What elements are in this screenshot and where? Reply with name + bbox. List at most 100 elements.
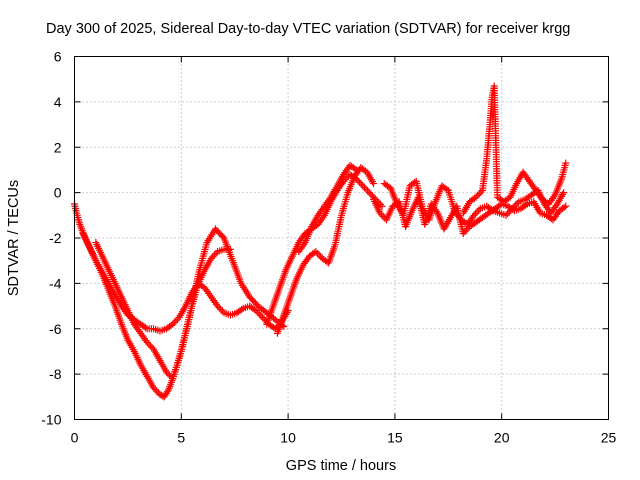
data-point <box>163 388 171 396</box>
data-point <box>352 166 360 174</box>
data-point <box>562 159 570 167</box>
data-point <box>360 184 368 192</box>
x-tick-label: 0 <box>71 430 79 446</box>
data-point <box>312 248 320 256</box>
y-tick-label: 0 <box>54 185 62 201</box>
data-point <box>143 338 151 346</box>
data-point <box>218 307 226 315</box>
data-point <box>255 310 263 318</box>
data-point <box>260 315 268 323</box>
data-point <box>472 193 480 201</box>
data-point <box>488 206 496 214</box>
data-point <box>504 210 512 218</box>
data-point <box>254 308 262 316</box>
data-point <box>473 208 481 216</box>
x-tick-label: 20 <box>494 430 510 446</box>
data-point <box>219 232 227 240</box>
data-point <box>475 206 483 214</box>
data-point <box>507 206 515 214</box>
data-point <box>169 320 177 328</box>
y-tick-label: -10 <box>41 412 61 428</box>
data-point <box>148 343 156 351</box>
data-point <box>459 229 467 237</box>
y-tick-label: -2 <box>49 230 62 246</box>
data-point <box>142 324 150 332</box>
data-point <box>356 178 364 186</box>
data-point <box>170 319 178 327</box>
x-tick-label: 10 <box>280 430 296 446</box>
data-series <box>273 164 378 337</box>
data-point <box>315 251 323 259</box>
data-point <box>462 226 470 234</box>
data-point <box>472 210 480 218</box>
data-point <box>166 371 174 379</box>
y-tick-label: 6 <box>54 49 62 65</box>
data-point <box>164 370 172 378</box>
data-point <box>474 191 482 199</box>
data-point <box>370 180 378 188</box>
data-point <box>207 254 215 262</box>
data-point <box>502 211 510 219</box>
y-tick-label: -8 <box>49 366 62 382</box>
data-point <box>357 180 365 188</box>
data-point <box>378 202 386 210</box>
data-point <box>146 342 154 350</box>
data-point <box>174 315 182 323</box>
data-point <box>364 187 372 195</box>
data-point <box>209 253 217 261</box>
data-point <box>172 317 180 325</box>
data-point <box>162 368 170 376</box>
data-point <box>367 190 375 198</box>
data-point <box>510 203 518 211</box>
data-point <box>378 211 386 219</box>
data-point <box>359 182 367 190</box>
data-point <box>217 305 225 313</box>
y-tick-label: -6 <box>49 321 62 337</box>
data-point <box>470 211 478 219</box>
x-tick-label: 15 <box>387 430 403 446</box>
data-point <box>365 189 373 197</box>
data-point <box>214 302 222 310</box>
data-point <box>475 190 483 198</box>
data-point <box>508 205 516 213</box>
data-point <box>258 313 266 321</box>
data-point <box>210 251 218 259</box>
data-point <box>215 304 223 312</box>
data-point <box>562 202 570 210</box>
axis-ticks <box>74 56 609 420</box>
data-series <box>380 177 568 228</box>
data-point <box>560 203 568 211</box>
data-points <box>71 82 570 401</box>
data-point <box>238 305 246 313</box>
chart-title: Day 300 of 2025, Sidereal Day-to-day VTE… <box>46 21 570 37</box>
data-point <box>212 249 220 257</box>
data-point <box>351 165 359 173</box>
data-point <box>376 209 384 217</box>
data-point <box>257 312 265 320</box>
data-point <box>461 228 469 236</box>
data-point <box>150 384 158 392</box>
x-tick-label: 25 <box>601 430 617 446</box>
x-tick-labels: 0 5 10 15 20 25 <box>71 430 617 446</box>
data-point <box>513 199 521 207</box>
data-point <box>362 185 370 193</box>
data-point <box>560 189 568 197</box>
y-tick-labels: -10 -8 -6 -4 -2 0 2 4 6 <box>41 49 61 428</box>
data-point <box>153 387 161 395</box>
data-point <box>313 249 321 257</box>
y-tick-label: -4 <box>49 275 62 291</box>
y-tick-label: 2 <box>54 139 62 155</box>
data-point <box>477 188 485 196</box>
data-point <box>512 201 520 209</box>
y-axis-title: SDTVAR / TECUs <box>6 180 22 296</box>
x-tick-label: 5 <box>177 430 185 446</box>
data-point <box>505 208 513 216</box>
data-series <box>295 161 360 256</box>
data-point <box>151 385 159 393</box>
data-point <box>145 340 153 348</box>
x-axis-title: GPS time / hours <box>286 458 396 474</box>
y-tick-label: 4 <box>54 94 62 110</box>
data-series <box>92 225 288 383</box>
